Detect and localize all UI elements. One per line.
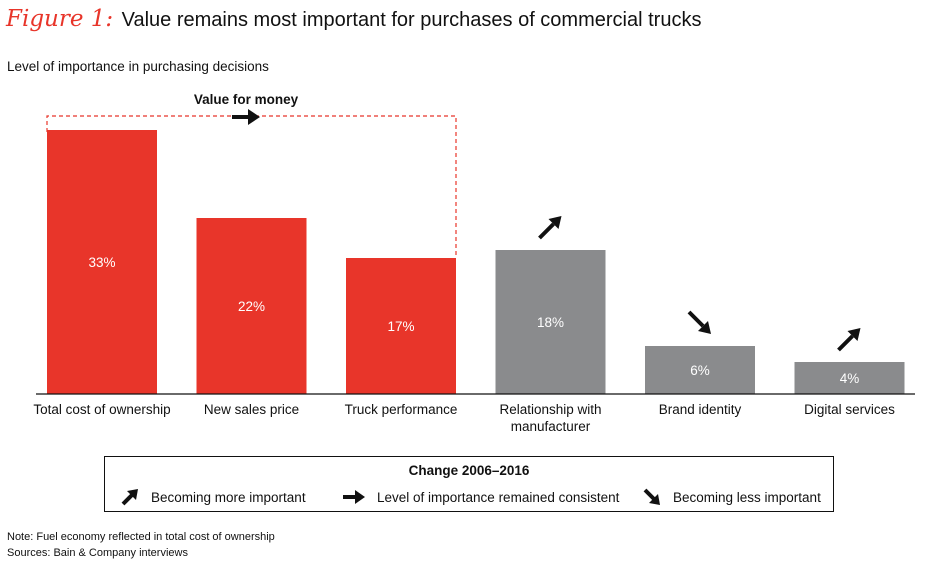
arrow-up-icon (837, 328, 861, 352)
category-label: New sales price (204, 402, 299, 417)
legend-label: Level of importance remained consistent (377, 489, 620, 505)
arrow-up-right-icon (121, 489, 138, 506)
data-label: 18% (537, 315, 564, 330)
data-label: 22% (238, 299, 265, 314)
legend-label: Becoming less important (673, 489, 821, 505)
bar-0 (47, 130, 157, 394)
labels-layer: 33% Total cost of ownership 22% New sales p… (33, 255, 895, 434)
legend-item-less-important: Becoming less important (641, 485, 821, 509)
bar-chart: Value for money 33% Total cost of ownersh… (33, 92, 915, 434)
category-label: Total cost of ownership (33, 402, 170, 417)
legend-item-consistent: Level of importance remained consistent (341, 485, 619, 509)
arrow-right-icon (343, 490, 365, 504)
data-label: 4% (840, 371, 860, 386)
arrow-right-icon (232, 109, 260, 125)
data-label: 6% (690, 363, 710, 378)
bars-layer (36, 130, 915, 395)
figure-title-row: Figure 1: Value remains most important f… (6, 6, 701, 36)
legend-label: Becoming more important (151, 489, 306, 505)
legend-title: Change 2006–2016 (408, 463, 530, 478)
category-label: Relationship with manufacturer (499, 402, 601, 434)
bar-5 (794, 362, 905, 394)
bar-3 (495, 250, 606, 394)
chart-subtitle: Level of importance in purchasing decisi… (7, 59, 269, 74)
category-label: Truck performance (345, 402, 458, 417)
chart-title: Value remains most important for purchas… (121, 9, 702, 31)
trend-arrows-layer (538, 216, 861, 352)
value-group-annotation: Value for money (46, 92, 457, 256)
category-label: Digital services (804, 402, 895, 417)
figure-label: Figure 1: (6, 6, 114, 32)
category-label: Brand identity (659, 402, 742, 417)
bar-1 (196, 218, 307, 394)
arrow-up-icon (538, 216, 562, 240)
data-label: 33% (88, 255, 115, 270)
arrow-down-icon (687, 310, 711, 334)
group-label: Value for money (194, 92, 299, 107)
legend-item-more-important: Becoming more important (119, 485, 306, 509)
data-label: 17% (387, 319, 414, 334)
bar-4 (645, 346, 755, 394)
legend: Change 2006–2016 Becoming more important… (104, 456, 834, 512)
bar-2 (346, 258, 456, 394)
sources: Sources: Bain & Company interviews (7, 547, 188, 559)
footnote: Note: Fuel economy reflected in total co… (7, 531, 275, 543)
arrow-down-right-icon (643, 488, 660, 505)
